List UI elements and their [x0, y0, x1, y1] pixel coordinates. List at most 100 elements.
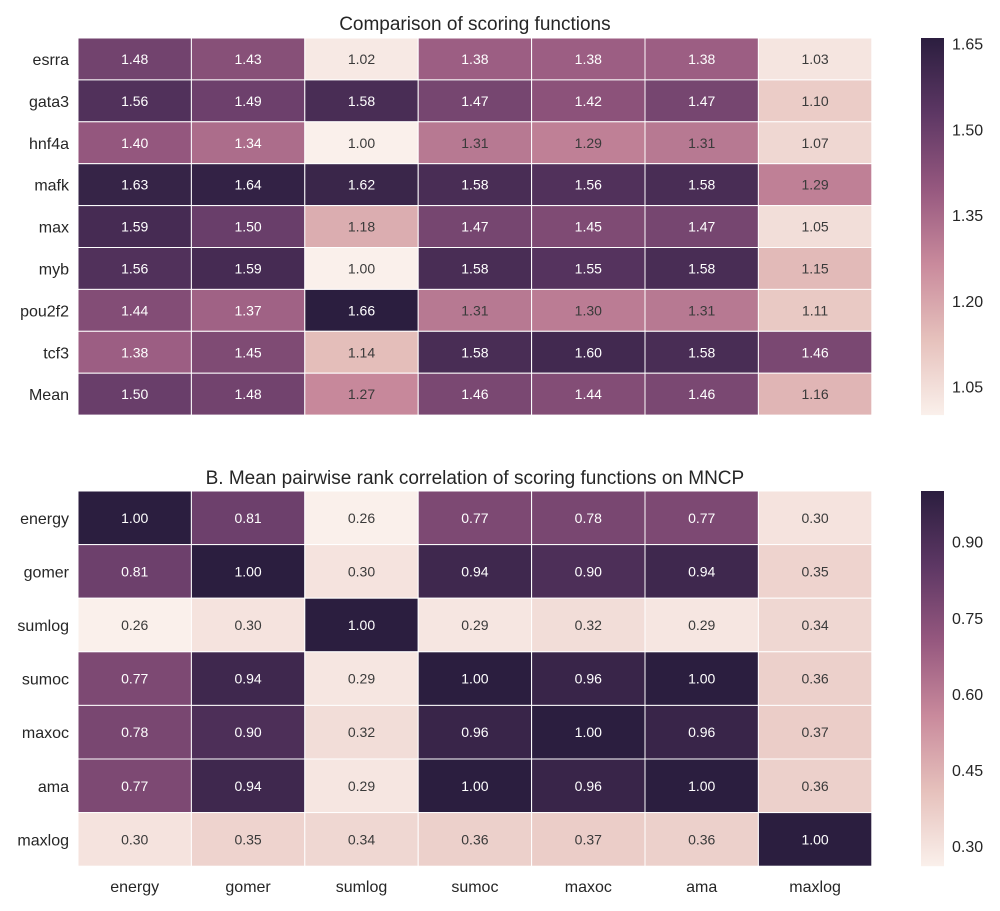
cell-value-label: 1.00 [121, 510, 148, 526]
cell-value-label: 1.58 [461, 344, 488, 360]
cell-value-label: 0.29 [348, 671, 375, 687]
cell-value-label: 0.36 [461, 831, 488, 847]
cell-value-label: 1.05 [801, 219, 828, 235]
cell-value-label: 0.96 [575, 778, 602, 794]
cell-value-label: 1.44 [575, 386, 602, 402]
cell-value-label: 1.47 [461, 93, 488, 109]
cell-value-label: 0.37 [801, 724, 828, 740]
column-label: maxoc [565, 879, 612, 896]
cell-value-label: 1.37 [234, 302, 261, 318]
row-label: gomer [24, 564, 70, 581]
cell-value-label: 0.35 [801, 563, 828, 579]
cell-value-label: 0.77 [688, 510, 715, 526]
cell-value-label: 0.78 [575, 510, 602, 526]
cell-value-label: 0.32 [348, 724, 375, 740]
cell-value-label: 0.36 [801, 671, 828, 687]
column-label: sumoc [451, 879, 498, 896]
cell-value-label: 1.42 [575, 93, 602, 109]
column-label: energy [110, 879, 159, 896]
cell-value-label: 1.47 [461, 219, 488, 235]
cell-value-label: 1.07 [801, 135, 828, 151]
cell-value-label: 1.60 [575, 344, 602, 360]
cell-value-label: 0.30 [121, 831, 148, 847]
cell-value-label: 1.34 [234, 135, 261, 151]
cell-value-label: 0.36 [801, 778, 828, 794]
cell-value-label: 1.63 [121, 177, 148, 193]
cell-value-label: 1.11 [802, 302, 828, 318]
cell-value-label: 1.43 [234, 51, 261, 67]
cell-value-label: 1.00 [688, 671, 715, 687]
cell-value-label: 0.32 [575, 617, 602, 633]
cell-value-label: 1.47 [688, 219, 715, 235]
cell-value-label: 1.59 [121, 219, 148, 235]
cell-value-label: 0.96 [688, 724, 715, 740]
cell-value-label: 1.48 [234, 386, 261, 402]
cell-value-label: 1.50 [121, 386, 148, 402]
cell-value-label: 1.40 [121, 135, 148, 151]
cell-value-label: 1.38 [121, 344, 148, 360]
column-label: maxlog [789, 879, 841, 896]
row-label: hnf4a [29, 136, 69, 153]
colorbar-tick-label: 0.60 [952, 687, 983, 704]
cell-value-label: 1.29 [801, 177, 828, 193]
cell-value-label: 1.48 [121, 51, 148, 67]
colorbar-tick-label: 0.30 [952, 839, 983, 856]
cell-value-label: 1.00 [234, 563, 261, 579]
row-label: tcf3 [43, 345, 69, 362]
cell-value-label: 1.00 [461, 671, 488, 687]
cell-value-label: 1.02 [348, 51, 375, 67]
cell-value-label: 1.56 [575, 177, 602, 193]
cell-value-label: 1.38 [461, 51, 488, 67]
cell-value-label: 1.27 [348, 386, 375, 402]
colorbar-tick-label: 0.75 [952, 611, 983, 628]
cell-value-label: 0.37 [575, 831, 602, 847]
cell-value-label: 1.59 [234, 260, 261, 276]
cell-value-label: 1.29 [575, 135, 602, 151]
cell-value-label: 1.03 [801, 51, 828, 67]
cell-value-label: 0.94 [688, 563, 715, 579]
cell-value-label: 1.55 [575, 260, 602, 276]
cell-value-label: 0.29 [688, 617, 715, 633]
column-label: gomer [225, 879, 271, 896]
cell-value-label: 0.94 [234, 671, 261, 687]
cell-value-label: 0.29 [461, 617, 488, 633]
cell-value-label: 0.30 [234, 617, 261, 633]
colorbar-tick-label: 0.90 [952, 535, 983, 552]
cell-value-label: 0.36 [688, 831, 715, 847]
row-label: sumoc [22, 672, 69, 689]
cell-value-label: 1.14 [348, 344, 375, 360]
heatmap-panel-a: Comparison of scoring functions 1.48 1.43 1… [20, 14, 983, 415]
colorbar-tick-label: 1.20 [952, 294, 983, 311]
row-label: myb [39, 261, 69, 278]
cell-value-label: 1.50 [234, 219, 261, 235]
cell-value-label: 0.77 [461, 510, 488, 526]
cell-value-label: 0.94 [461, 563, 488, 579]
cell-value-label: 0.26 [348, 510, 375, 526]
cell-value-label: 0.78 [121, 724, 148, 740]
cell-value-label: 1.00 [348, 135, 375, 151]
chart-title: Comparison of scoring functions [339, 14, 610, 35]
cell-value-label: 1.31 [461, 135, 488, 151]
cell-value-label: 1.38 [575, 51, 602, 67]
cell-value-label: 0.35 [234, 831, 261, 847]
cell-value-label: 0.90 [234, 724, 261, 740]
row-label: gata3 [29, 94, 69, 111]
cell-value-label: 0.81 [234, 510, 261, 526]
cell-value-label: 1.45 [575, 219, 602, 235]
row-label: Mean [29, 387, 69, 404]
cell-value-label: 0.34 [348, 831, 375, 847]
row-label: mafk [34, 178, 70, 195]
cell-value-label: 0.90 [575, 563, 602, 579]
cell-value-label: 0.77 [121, 778, 148, 794]
row-label: pou2f2 [20, 303, 69, 320]
row-label: max [39, 220, 69, 237]
column-label: ama [686, 879, 717, 896]
cell-value-label: 1.46 [688, 386, 715, 402]
colorbar-tick-label: 1.50 [952, 122, 983, 139]
cell-value-label: 1.00 [688, 778, 715, 794]
cell-value-label: 1.30 [575, 302, 602, 318]
row-label: maxlog [17, 832, 69, 849]
row-label: esrra [33, 52, 70, 69]
cell-value-label: 0.30 [348, 563, 375, 579]
cell-value-label: 0.29 [348, 778, 375, 794]
